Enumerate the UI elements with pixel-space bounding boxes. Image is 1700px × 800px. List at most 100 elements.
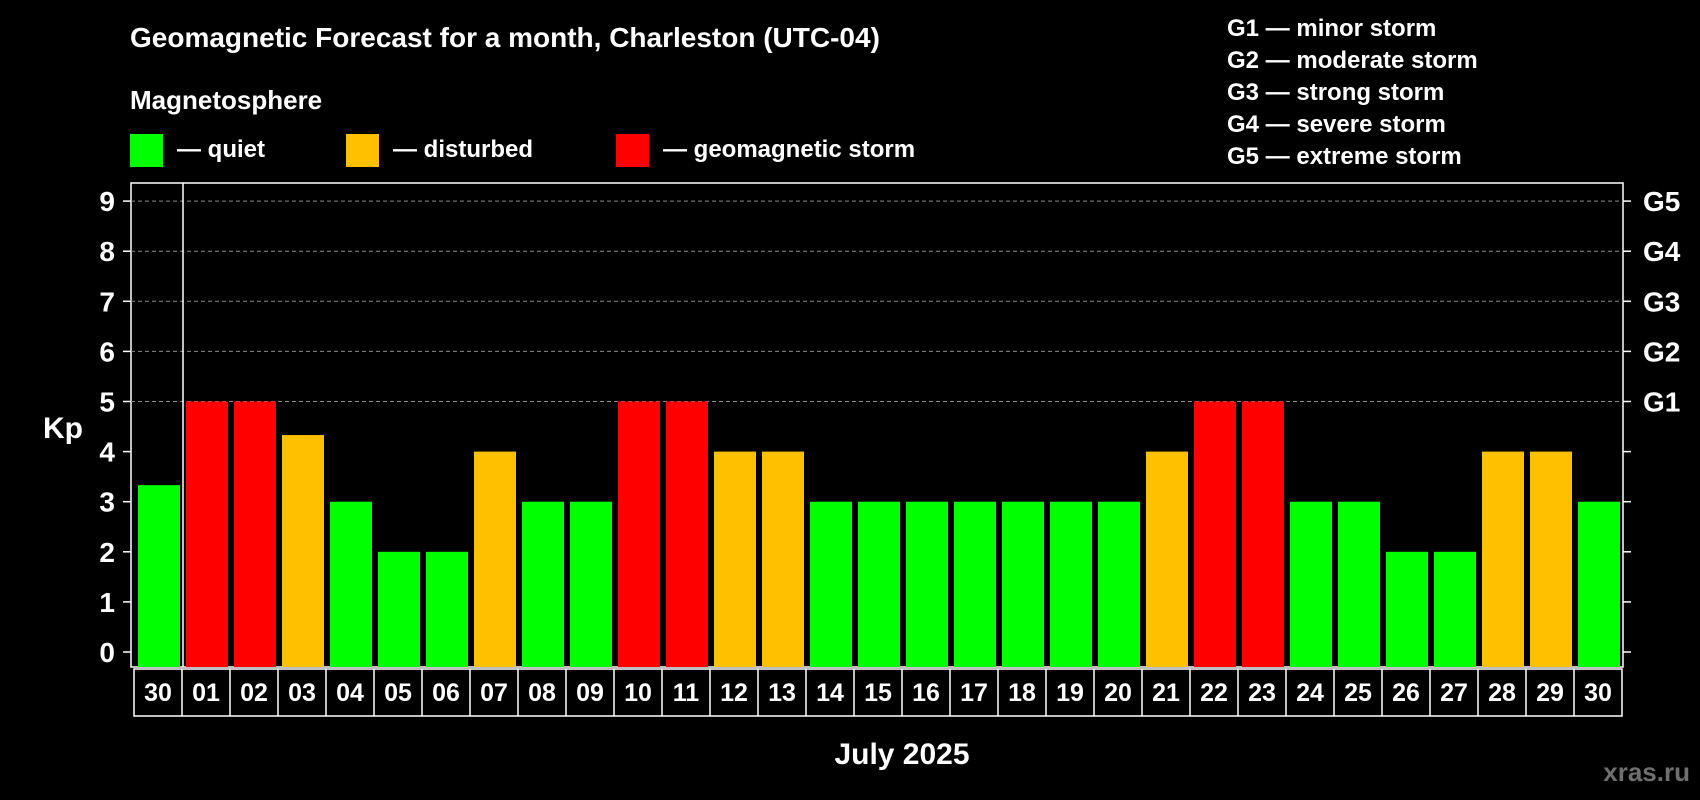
legend-heading: Magnetosphere	[130, 85, 322, 115]
x-tick-label: 23	[1248, 679, 1276, 707]
bar-14	[810, 501, 852, 667]
x-tick-label: 14	[816, 679, 844, 707]
y-tick-label: 3	[99, 487, 115, 518]
watermark: xras.ru	[1603, 757, 1690, 787]
bar-26	[1386, 551, 1428, 667]
bar-27	[1434, 551, 1476, 667]
bar-6	[426, 551, 468, 667]
bar-21	[1146, 451, 1188, 667]
x-tick-label: 24	[1296, 679, 1324, 707]
x-tick-label: 11	[673, 679, 700, 707]
bar-17	[954, 501, 996, 667]
storm-scale-g1: G1 — minor storm	[1227, 15, 1436, 42]
x-axis: 30 01 02 03 04 05 06 07 08 09 10 11 12 13 14 15 16 17 18 19…	[133, 668, 1623, 717]
x-tick-label: 19	[1056, 679, 1084, 707]
bar-2	[234, 401, 276, 667]
x-tick-label: 30	[1584, 679, 1612, 707]
right-axis-label-g2: G2	[1643, 336, 1680, 367]
x-tick-label: 04	[336, 679, 364, 707]
bar-25	[1338, 501, 1380, 667]
grid-lines	[131, 200, 1623, 402]
bars	[138, 183, 1620, 667]
bar-3	[282, 435, 324, 667]
bar-0	[138, 485, 180, 667]
bar-19	[1050, 501, 1092, 667]
x-tick-label: 30	[144, 679, 172, 707]
right-axis-label-g5: G5	[1643, 186, 1680, 217]
y-tick-label: 2	[99, 537, 115, 568]
bar-29	[1530, 451, 1572, 667]
x-tick-label: 01	[192, 679, 220, 707]
x-tick-label: 28	[1488, 679, 1516, 707]
x-tick-label: 07	[480, 679, 508, 707]
x-axis-label: July 2025	[834, 738, 969, 771]
bar-22	[1194, 401, 1236, 667]
y-tick-label: 0	[99, 637, 115, 668]
x-tick-label: 16	[912, 679, 940, 707]
legend-swatch-disturbed	[346, 134, 379, 167]
x-tick-label: 08	[528, 679, 556, 707]
right-axis-label-g3: G3	[1643, 286, 1680, 317]
bar-28	[1482, 451, 1524, 667]
x-tick-label: 15	[864, 679, 892, 707]
bar-12	[714, 451, 756, 667]
y-axis: 0 1 2 3 4 5 6 7 8 9	[99, 186, 131, 668]
x-tick-label: 03	[288, 679, 316, 707]
x-tick-label: 13	[768, 679, 796, 707]
bar-11	[666, 401, 708, 667]
storm-scale-g3: G3 — strong storm	[1227, 79, 1444, 106]
x-tick-label: 10	[624, 679, 652, 707]
bar-30	[1578, 501, 1620, 667]
chart-title: Geomagnetic Forecast for a month, Charle…	[130, 22, 880, 53]
right-axis: G1 G2 G3 G4 G5	[1623, 186, 1681, 653]
y-tick-label: 5	[99, 387, 115, 418]
bar-13	[762, 451, 804, 667]
x-tick-label: 02	[240, 679, 268, 707]
bar-1	[186, 401, 228, 667]
legend-label-storm: — geomagnetic storm	[663, 136, 915, 163]
x-tick-label: 12	[720, 679, 748, 707]
legend-swatch-quiet	[130, 134, 163, 167]
right-axis-label-g1: G1	[1643, 387, 1680, 418]
x-tick-label: 27	[1440, 679, 1468, 707]
storm-scale-g2: G2 — moderate storm	[1227, 47, 1478, 74]
storm-scale-g4: G4 — severe storm	[1227, 111, 1446, 138]
bar-24	[1290, 501, 1332, 667]
y-tick-label: 8	[99, 236, 115, 267]
x-tick-label: 26	[1392, 679, 1420, 707]
x-label-frame	[133, 668, 1623, 717]
x-tick-label: 25	[1344, 679, 1372, 707]
legend-label-quiet: — quiet	[177, 136, 265, 163]
bar-7	[474, 451, 516, 667]
x-tick-label: 21	[1152, 679, 1180, 707]
y-tick-label: 9	[99, 186, 115, 217]
bar-9	[570, 501, 612, 667]
x-tick-label: 18	[1008, 679, 1036, 707]
x-tick-label: 05	[384, 679, 412, 707]
x-tick-label: 20	[1104, 679, 1132, 707]
legend-swatch-storm	[616, 134, 649, 167]
x-tick-label: 29	[1536, 679, 1564, 707]
bar-23	[1242, 401, 1284, 667]
bar-5	[378, 551, 420, 667]
bar-10	[618, 401, 660, 667]
bar-15	[858, 501, 900, 667]
right-axis-label-g4: G4	[1643, 236, 1681, 267]
x-tick-label: 17	[960, 679, 988, 707]
y-tick-label: 7	[99, 286, 115, 317]
x-tick-label: 22	[1200, 679, 1228, 707]
y-axis-label: Kp	[43, 412, 83, 445]
storm-scale-g5: G5 — extreme storm	[1227, 143, 1462, 170]
bar-18	[1002, 501, 1044, 667]
bar-20	[1098, 501, 1140, 667]
legend-label-disturbed: — disturbed	[393, 136, 533, 163]
y-tick-label: 4	[99, 437, 115, 468]
bar-8	[522, 501, 564, 667]
bar-16	[906, 501, 948, 667]
y-tick-label: 1	[99, 587, 115, 618]
y-tick-label: 6	[99, 336, 115, 367]
bar-4	[330, 501, 372, 667]
x-tick-label: 06	[432, 679, 460, 707]
x-tick-label: 09	[576, 679, 604, 707]
